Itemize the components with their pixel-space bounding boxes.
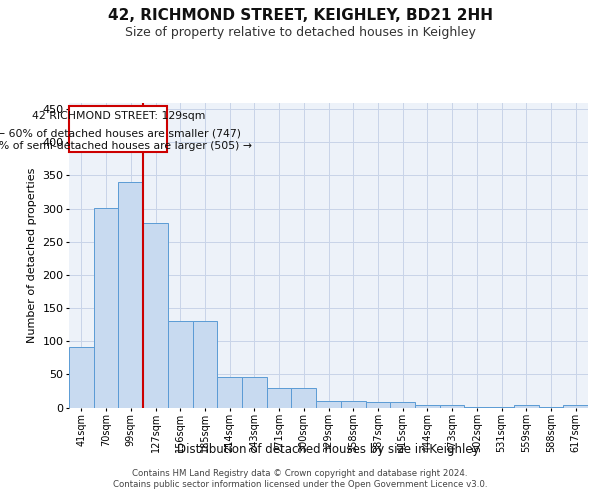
Bar (242, 377, 267, 408)
Bar (563, 405, 588, 407)
Bar (143, 223, 168, 408)
Bar (193, 322, 217, 408)
Bar (118, 182, 143, 408)
Text: Contains public sector information licensed under the Open Government Licence v3: Contains public sector information licen… (113, 480, 487, 489)
Bar (514, 405, 539, 407)
Bar (94, 208, 118, 408)
Bar (390, 402, 415, 407)
Bar (440, 405, 464, 407)
Text: 42 RICHMOND STREET: 129sqm: 42 RICHMOND STREET: 129sqm (32, 112, 205, 122)
Text: 42, RICHMOND STREET, KEIGHLEY, BD21 2HH: 42, RICHMOND STREET, KEIGHLEY, BD21 2HH (107, 8, 493, 22)
Text: ← 60% of detached houses are smaller (747): ← 60% of detached houses are smaller (74… (0, 128, 241, 138)
Bar (168, 320, 193, 408)
Bar (69, 106, 167, 152)
Bar (489, 407, 514, 408)
Bar (292, 388, 316, 407)
Bar (316, 401, 341, 407)
Text: 40% of semi-detached houses are larger (505) →: 40% of semi-detached houses are larger (… (0, 142, 252, 152)
Bar (539, 407, 563, 408)
Bar (365, 402, 390, 407)
Bar (464, 407, 489, 408)
Bar (69, 346, 94, 408)
Text: Distribution of detached houses by size in Keighley: Distribution of detached houses by size … (178, 442, 480, 456)
Text: Contains HM Land Registry data © Crown copyright and database right 2024.: Contains HM Land Registry data © Crown c… (132, 469, 468, 478)
Bar (267, 388, 292, 407)
Bar (341, 401, 365, 407)
Bar (415, 405, 440, 407)
Bar (217, 377, 242, 408)
Y-axis label: Number of detached properties: Number of detached properties (27, 168, 37, 342)
Text: Size of property relative to detached houses in Keighley: Size of property relative to detached ho… (125, 26, 475, 39)
